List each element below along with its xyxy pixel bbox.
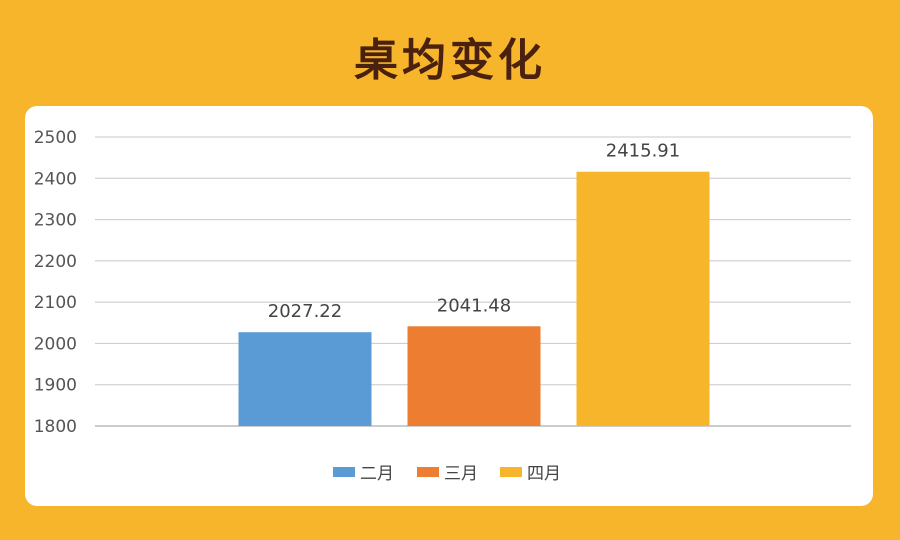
legend-label: 四月 [527,464,561,484]
y-tick-label: 2400 [34,169,77,189]
legend-swatch [333,467,355,477]
y-tick-label: 1800 [34,417,77,437]
bar-chart: 1800 1900 2000 2100 2200 2300 2400 2500 2027.22 2… [34,128,851,484]
bar-3 [576,171,710,426]
y-tick-label: 2000 [34,334,77,354]
data-label: 2041.48 [437,295,511,316]
legend-swatch [417,467,439,477]
y-tick-label: 1900 [34,376,77,396]
y-tick-label: 2500 [34,128,77,148]
y-tick-label: 2300 [34,211,77,231]
legend-label: 三月 [444,464,478,484]
data-label: 2027.22 [268,301,342,322]
bar-1 [238,332,372,426]
chart-card: 1800 1900 2000 2100 2200 2300 2400 2500 2027.22 2… [25,106,873,506]
data-label: 2415.91 [606,141,680,162]
y-tick-label: 2100 [34,293,77,313]
page-title: 桌均变化 [354,35,546,86]
legend-label: 二月 [360,464,394,484]
bar-2 [407,326,541,426]
legend-swatch [500,467,522,477]
y-tick-label: 2200 [34,252,77,272]
